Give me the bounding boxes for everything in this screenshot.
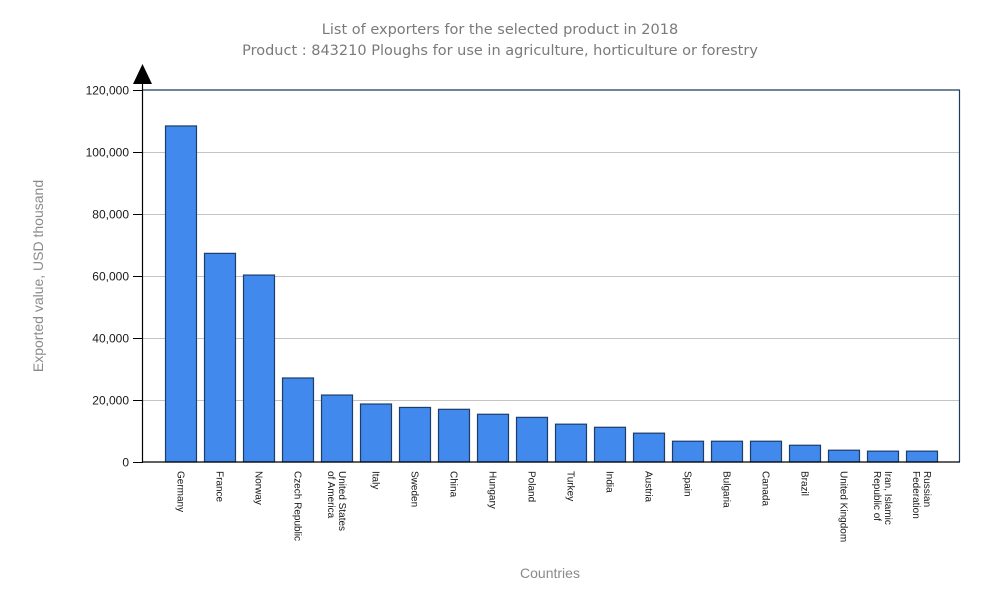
x-axis-title: Countries [520, 565, 580, 581]
x-tick-label-line: Turkey [565, 471, 576, 501]
x-tick-label-line: Poland [526, 471, 537, 502]
y-tick-label: 80,000 [92, 208, 129, 222]
x-tick-label-line: Russian [921, 471, 932, 507]
x-tick-label-line: Austria [643, 471, 654, 503]
bar-czech-republic[interactable] [281, 377, 315, 463]
bar-spain[interactable] [671, 440, 705, 463]
y-axis-title: Exported value, USD thousand [30, 180, 46, 372]
x-tick-label-line: Italy [370, 471, 381, 489]
chart-subtitle: Product : 843210 Ploughs for use in agri… [242, 43, 758, 59]
x-tick-label: Czech Republic [292, 471, 303, 541]
x-tick-label-line: Hungary [487, 471, 498, 509]
bars [164, 125, 939, 463]
x-tick-label: Italy [370, 471, 381, 489]
x-tick-label: Germany [175, 471, 186, 512]
x-tick-label-line: India [604, 471, 615, 493]
x-tick-label: Hungary [487, 471, 498, 509]
bar-poland[interactable] [515, 416, 549, 463]
bar-china[interactable] [437, 408, 471, 463]
y-tick-label: 120,000 [86, 84, 130, 98]
bar-norway[interactable] [242, 274, 276, 463]
x-tick-label: Bulgaria [721, 471, 732, 508]
bar-united-kingdom[interactable] [827, 449, 861, 463]
axes [133, 64, 961, 463]
x-tick-label-line: France [214, 471, 225, 503]
y-tick-label: 0 [122, 456, 129, 470]
x-tick-label: France [214, 471, 225, 503]
y-tick-label: 40,000 [92, 332, 129, 346]
x-tick-label-line: Germany [175, 471, 186, 512]
y-axis-ticks: 0 20,000 40,000 60,000 80,000 100,000 120,000 [86, 84, 143, 470]
bar-iran-islamic-republic-of[interactable] [866, 450, 900, 463]
y-axis-arrow-icon [133, 64, 152, 84]
x-tick-label: Norway [253, 471, 264, 505]
x-tick-label-line: Brazil [799, 471, 810, 496]
x-tick-label-line: of America [325, 471, 336, 519]
x-tick-label-line: Czech Republic [292, 471, 303, 541]
x-tick-label: Spain [682, 471, 693, 497]
bar-sweden[interactable] [398, 406, 432, 463]
x-tick-label: China [448, 471, 459, 498]
x-tick-label-line: Republic of [871, 471, 882, 521]
bar-hungary[interactable] [476, 413, 510, 463]
y-tick-label: 100,000 [86, 146, 130, 160]
y-tick-label: 20,000 [92, 394, 129, 408]
x-tick-label: Brazil [799, 471, 810, 496]
x-tick-label-line: Sweden [409, 471, 420, 507]
x-tick-label: Turkey [565, 471, 576, 501]
y-tick-label: 60,000 [92, 270, 129, 284]
x-tick-label-line: Iran, Islamic [882, 471, 893, 525]
x-tick-label: India [604, 471, 615, 493]
x-tick-label-line: Federation [910, 471, 921, 519]
chart-title: List of exporters for the selected produ… [322, 22, 678, 38]
x-tick-label-line: China [448, 471, 459, 498]
bar-turkey[interactable] [554, 423, 588, 463]
bar-united-states-of-america[interactable] [320, 394, 354, 463]
bar-india[interactable] [593, 426, 627, 463]
x-tick-label: Poland [526, 471, 537, 502]
bar-canada[interactable] [749, 440, 783, 463]
bar-bulgaria[interactable] [710, 440, 744, 463]
bar-france[interactable] [203, 252, 237, 463]
bar-brazil[interactable] [788, 444, 822, 463]
x-tick-label-line: Spain [682, 471, 693, 497]
x-tick-label-line: United States [336, 471, 347, 531]
x-tick-label-line: United Kingdom [838, 471, 849, 542]
x-tick-label: United Kingdom [838, 471, 849, 542]
x-tick-label-line: Norway [253, 471, 264, 505]
x-tick-label-line: Canada [760, 471, 771, 506]
bar-italy[interactable] [359, 403, 393, 463]
bar-germany[interactable] [164, 125, 198, 463]
bar-austria[interactable] [632, 432, 666, 463]
x-tick-label: Austria [643, 471, 654, 503]
x-tick-label: Sweden [409, 471, 420, 507]
bar-russian-federation[interactable] [905, 450, 939, 463]
x-tick-label: Canada [760, 471, 771, 506]
x-tick-label-line: Bulgaria [721, 471, 732, 508]
x-axis-ticks: Germany France Norway Czech Republic United … [175, 471, 933, 542]
gridlines [143, 152, 960, 401]
